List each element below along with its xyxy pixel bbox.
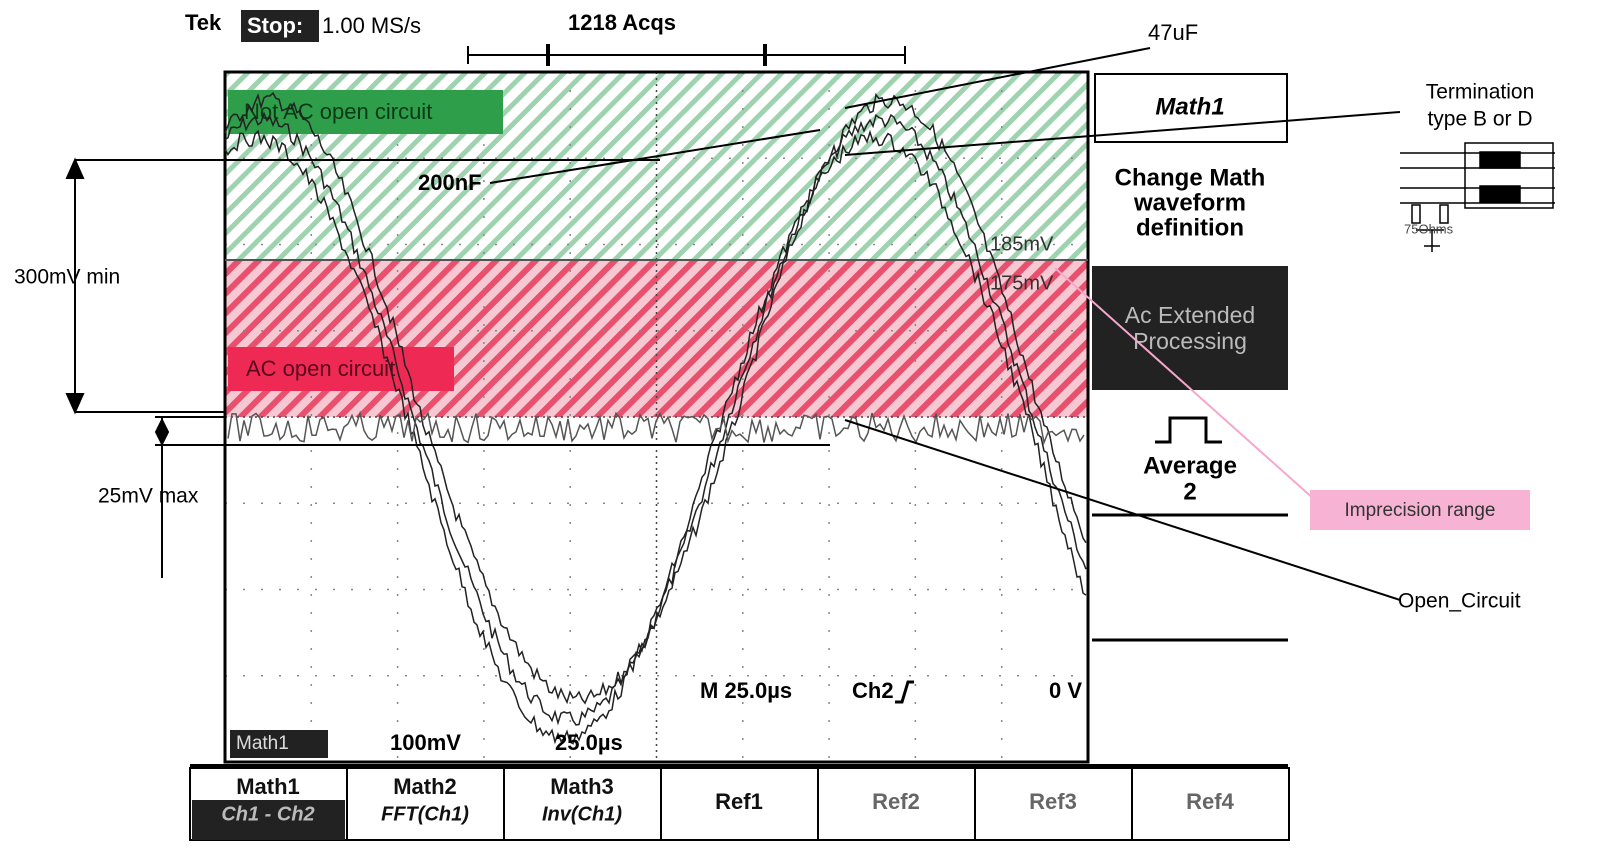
menu-text: definition: [1136, 214, 1244, 241]
cap-small: 200nF: [418, 170, 482, 195]
menu-text: Average: [1143, 452, 1237, 479]
menu-text: waveform: [1133, 189, 1246, 216]
menu-sub: Inv(Ch1): [542, 803, 622, 825]
menu-text: Ac Extended: [1125, 302, 1255, 328]
menu-text: Processing: [1133, 328, 1247, 354]
side-title: Math1: [1155, 93, 1224, 120]
channel: Math1: [236, 733, 289, 754]
imprecision: Imprecision range: [1344, 500, 1495, 521]
state: Stop:: [247, 13, 303, 38]
menu-label: Math1: [236, 774, 300, 799]
trigger: Ch2: [852, 678, 894, 703]
upper-label: Not AC open circuit: [244, 99, 432, 124]
average-icon: [1155, 418, 1222, 442]
trigger-level: 0 V: [1049, 678, 1082, 703]
menu-text: Termination: [1426, 81, 1535, 104]
acqs: 1218 Acqs: [568, 10, 676, 35]
menu-label: Ref3: [1029, 789, 1077, 814]
min-swing: 300mV min: [14, 266, 120, 289]
menu-label: Math2: [393, 774, 457, 799]
menu-sub: FFT(Ch1): [381, 803, 469, 825]
brand: Tek: [185, 10, 222, 35]
record-bar: [468, 44, 905, 66]
rate: 1.00 MS/s: [322, 13, 421, 38]
scope-screen: Tek Stop: 1.00 MS/s 1218 Acqs Not AC ope…: [0, 0, 1606, 862]
timebase: M 25.0µs: [700, 678, 792, 703]
menu-text: type B or D: [1427, 108, 1532, 131]
time-scale: 25.0µs: [555, 730, 623, 755]
lower-label: AC open circuit: [246, 356, 395, 381]
cap-large: 47uF: [1148, 20, 1198, 45]
trigger-slope: [895, 682, 914, 702]
menu-text: 2: [1183, 478, 1196, 505]
max-noise: 25mV max: [98, 485, 199, 508]
upper-level: 185mV: [990, 233, 1054, 255]
menu-sub: Ch1 - Ch2: [221, 803, 314, 825]
open-circuit: Open_Circuit: [1398, 590, 1521, 613]
menu-label: Ref2: [872, 789, 920, 814]
menu-label: Math3: [550, 774, 614, 799]
scale: 100mV: [390, 730, 461, 755]
menu-label: Ref1: [715, 789, 763, 814]
menu-text: Change Math: [1115, 164, 1266, 191]
resistor: 75Ohms: [1404, 221, 1454, 236]
menu-label: Ref4: [1186, 789, 1234, 814]
